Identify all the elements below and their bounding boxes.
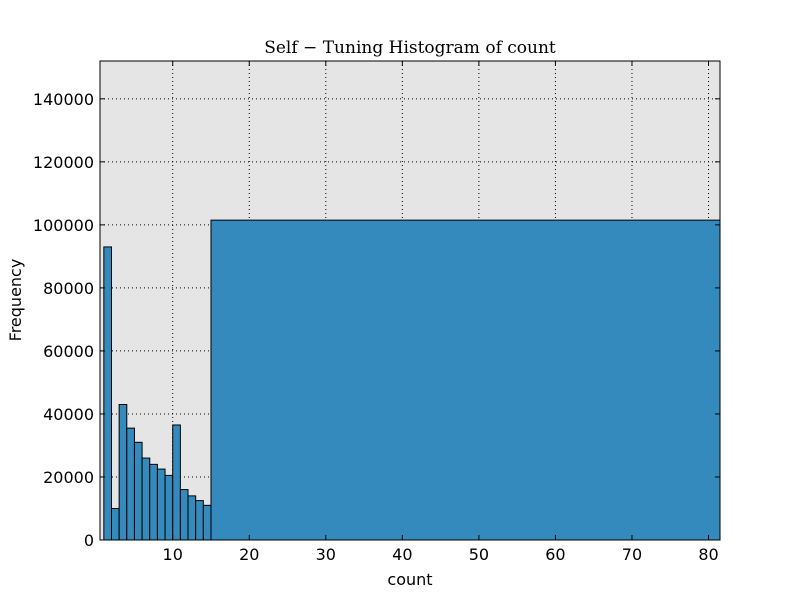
histogram-bar [172, 424, 181, 541]
histogram-bar [210, 219, 721, 541]
x-tick-label: 80 [698, 545, 718, 564]
x-tick-labels: 10 20 30 40 50 60 70 80 [163, 545, 719, 564]
histogram-bar [187, 495, 197, 541]
x-axis-label: count [387, 570, 432, 589]
x-tick-label: 60 [545, 545, 565, 564]
histogram-bar [149, 463, 158, 541]
y-tick-label: 80000 [43, 279, 94, 298]
histogram-bar [156, 468, 166, 541]
y-tick-label: 40000 [43, 405, 94, 424]
histogram-bar [141, 457, 151, 541]
y-tick-label: 120000 [33, 153, 94, 172]
x-tick-label: 10 [163, 545, 183, 564]
x-tick-label: 40 [392, 545, 412, 564]
axis-ticks [100, 61, 720, 541]
histogram-bar [202, 504, 212, 541]
y-axis-label: Frequency [6, 259, 25, 342]
histogram-bar [103, 246, 112, 541]
histogram-bars [103, 219, 721, 541]
y-tick-label: 0 [84, 531, 94, 550]
x-tick-label: 50 [469, 545, 489, 564]
y-tick-label: 100000 [33, 216, 94, 235]
histogram-bar [110, 507, 120, 541]
x-tick-label: 70 [622, 545, 642, 564]
plot-frame [99, 60, 721, 541]
histogram-bar [179, 489, 189, 541]
chart-title: Self − Tuning Histogram of count [264, 38, 556, 58]
histogram-bar [195, 500, 204, 541]
histogram-bar [133, 441, 143, 541]
y-tick-label: 60000 [43, 342, 94, 361]
histogram-bar [164, 474, 174, 541]
x-tick-label: 20 [239, 545, 259, 564]
y-tick-labels: 0 20000 40000 60000 80000 100000 120000 140000 [33, 90, 94, 550]
histogram-bar [126, 427, 135, 541]
histogram-bar [118, 403, 128, 541]
y-tick-label: 140000 [33, 90, 94, 109]
x-tick-label: 30 [316, 545, 336, 564]
y-tick-label: 20000 [43, 468, 94, 487]
